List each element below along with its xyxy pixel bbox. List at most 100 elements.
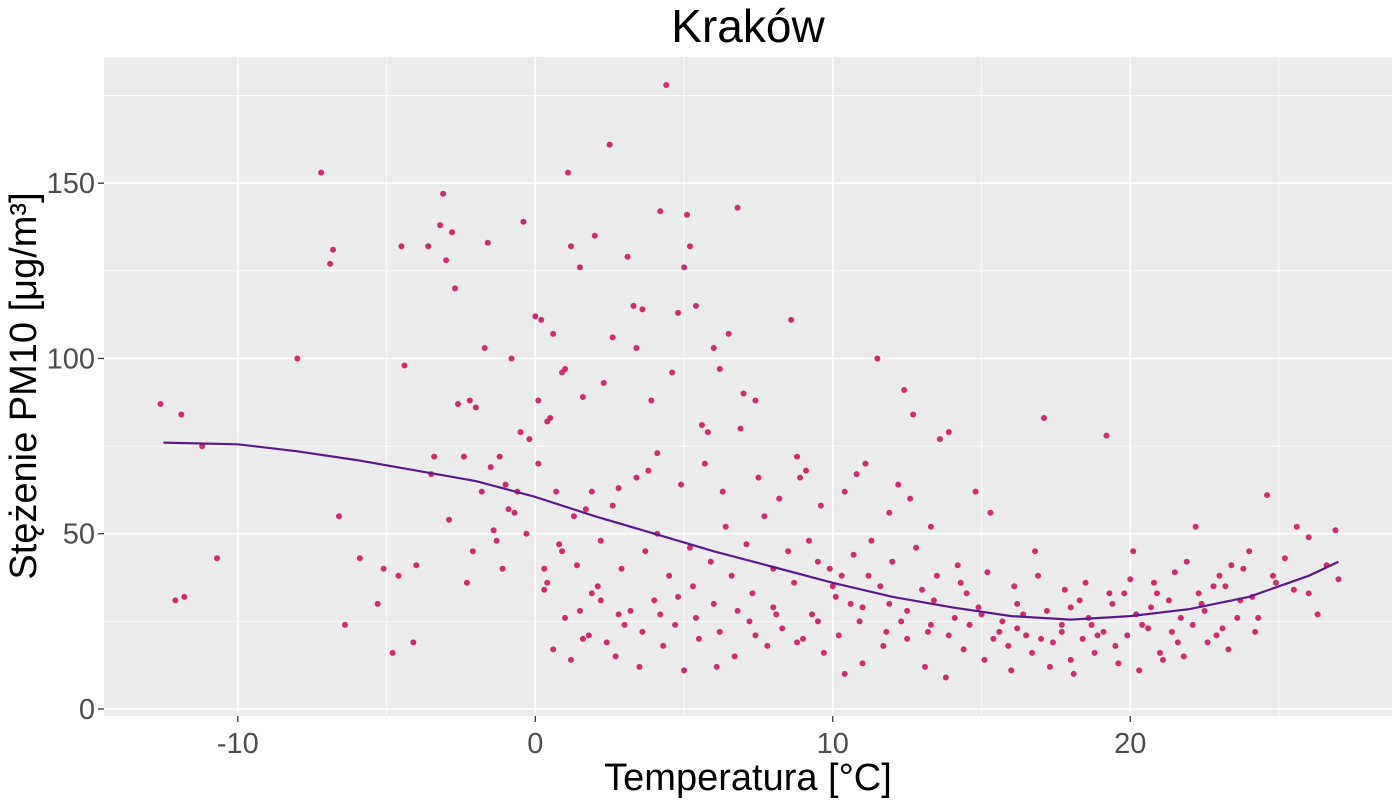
data-point — [1040, 415, 1047, 422]
data-point — [945, 632, 952, 639]
data-point — [874, 355, 881, 362]
data-point — [883, 628, 890, 635]
data-point — [1168, 628, 1175, 635]
data-point — [1270, 572, 1277, 579]
data-point — [615, 611, 622, 618]
data-point — [704, 429, 711, 436]
data-point — [681, 264, 688, 271]
data-point — [803, 467, 810, 474]
data-point — [996, 628, 1003, 635]
data-point — [413, 562, 420, 569]
data-point — [454, 401, 461, 408]
data-point — [728, 572, 735, 579]
data-point — [1049, 639, 1056, 646]
data-point — [508, 355, 515, 362]
y-axis-title: Stężenie PM10 [μg/m³] — [3, 192, 45, 579]
data-point — [1029, 649, 1036, 656]
data-point — [829, 583, 836, 590]
data-point — [716, 365, 723, 372]
data-point — [1148, 604, 1155, 611]
data-point — [460, 453, 467, 460]
data-point — [1293, 523, 1300, 530]
data-point — [1008, 667, 1015, 674]
data-point — [562, 614, 569, 621]
data-point — [716, 628, 723, 635]
data-point — [987, 509, 994, 516]
data-point — [984, 569, 991, 576]
data-point — [865, 572, 872, 579]
data-point — [466, 397, 473, 404]
data-point — [707, 558, 714, 565]
data-point — [794, 453, 801, 460]
data-point — [615, 485, 622, 492]
data-point — [957, 579, 964, 586]
y-axis-ticks: 0 50 100 150 — [47, 168, 104, 726]
data-point — [797, 474, 804, 481]
data-point — [695, 635, 702, 642]
data-point — [1109, 600, 1116, 607]
data-point — [817, 502, 824, 509]
data-point — [1165, 597, 1172, 604]
data-point — [692, 614, 699, 621]
data-point — [862, 460, 869, 467]
data-point — [648, 397, 655, 404]
data-point — [1014, 625, 1021, 632]
data-point — [1305, 534, 1312, 541]
data-point — [606, 141, 613, 148]
data-point — [1070, 670, 1077, 677]
x-tick-label: 10 — [817, 728, 849, 760]
data-point — [990, 635, 997, 642]
data-point — [942, 674, 949, 681]
data-point — [570, 513, 577, 520]
data-point — [678, 481, 685, 488]
data-point — [523, 530, 530, 537]
data-point — [1192, 523, 1199, 530]
data-point — [532, 313, 539, 320]
data-point — [490, 527, 497, 534]
data-point — [1067, 604, 1074, 611]
data-point — [856, 618, 863, 625]
data-point — [594, 583, 601, 590]
data-point — [1159, 656, 1166, 663]
data-point — [651, 597, 658, 604]
data-point — [1037, 635, 1044, 642]
data-point — [895, 481, 902, 488]
y-tick-label: 100 — [47, 343, 95, 375]
data-point — [579, 394, 586, 401]
data-point — [904, 635, 911, 642]
data-point — [425, 243, 432, 250]
data-point — [808, 611, 815, 618]
data-point — [859, 604, 866, 611]
data-point — [1091, 649, 1098, 656]
data-point — [850, 551, 857, 558]
data-point — [999, 618, 1006, 625]
data-point — [431, 453, 438, 460]
data-point — [945, 429, 952, 436]
data-point — [847, 600, 854, 607]
data-point — [541, 586, 548, 593]
data-point — [1213, 632, 1220, 639]
data-point — [443, 257, 450, 264]
data-point — [550, 330, 557, 337]
data-point — [713, 663, 720, 670]
data-point — [520, 218, 527, 225]
x-axis-ticks: -10 0 10 20 — [217, 716, 1146, 760]
data-point — [1005, 642, 1012, 649]
data-point — [544, 579, 551, 586]
data-point — [1195, 590, 1202, 597]
data-point — [1210, 583, 1217, 590]
data-point — [1216, 572, 1223, 579]
data-point — [1272, 579, 1279, 586]
data-point — [686, 544, 693, 551]
data-point — [666, 572, 673, 579]
data-point — [446, 516, 453, 523]
data-point — [639, 628, 646, 635]
data-point — [1046, 663, 1053, 670]
data-point — [930, 597, 937, 604]
data-point — [535, 397, 542, 404]
data-point — [624, 253, 631, 260]
data-point — [734, 607, 741, 614]
data-point — [1100, 628, 1107, 635]
data-point — [933, 572, 940, 579]
